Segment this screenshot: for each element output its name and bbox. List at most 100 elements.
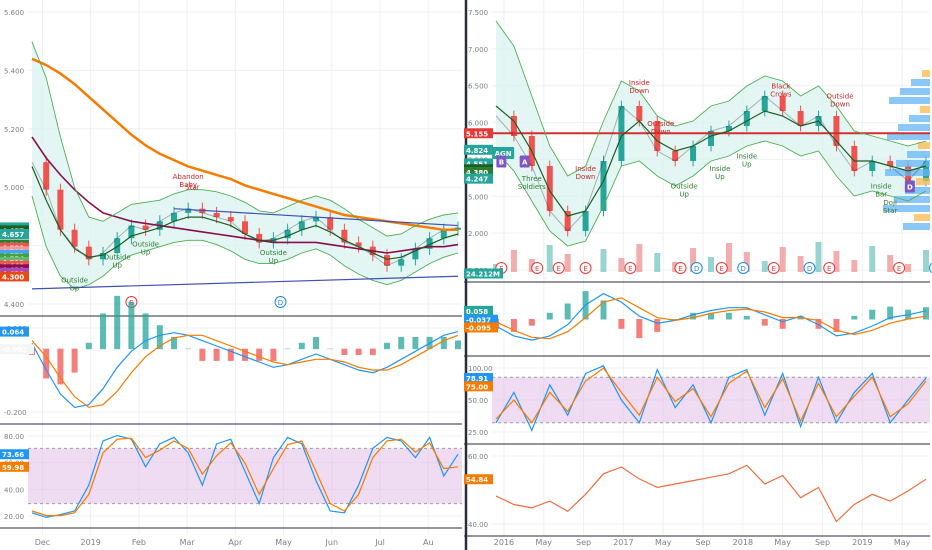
candle-body (440, 229, 447, 239)
earnings-event-marker (624, 262, 637, 274)
macd-histogram-bar (185, 348, 192, 350)
y-tick-label: 5.200 (4, 126, 24, 134)
macd-histogram-bar (725, 312, 732, 320)
candle-body (313, 217, 319, 222)
earnings-event-marker (552, 262, 565, 274)
x-tick-label: 2019 (852, 538, 872, 547)
earnings-event-marker (767, 262, 780, 274)
axis-value-tag-label: 59.98 (2, 464, 24, 472)
earnings-event-label: E (556, 265, 560, 273)
x-tick-label: Mar (180, 538, 196, 547)
earnings-event-label: E (583, 265, 587, 273)
trendline (31, 275, 459, 290)
axis-value-tag (464, 144, 493, 155)
axis-value-tag (0, 229, 29, 239)
candle-body (654, 121, 661, 151)
macd-histogram-bar (284, 348, 291, 350)
earnings-event-marker (893, 262, 906, 274)
series-line-close (495, 95, 927, 232)
volume-profile-bar (914, 214, 930, 221)
axis-value-tag (464, 373, 493, 384)
price-pane: 7.5007.0006.5006.0005.5005.0002.0002.500… (464, 9, 932, 283)
pattern-label: Abandon (173, 173, 204, 181)
axis-value-tag-label: -0.095 (466, 324, 491, 332)
volume-bar (779, 247, 786, 272)
x-tick-label: May (774, 538, 791, 547)
y-tick-label: 5.600 (4, 9, 24, 17)
macd-histogram-bar (156, 325, 163, 350)
candle-body (690, 146, 697, 161)
series-line-d (495, 367, 927, 424)
series-line-signal (495, 297, 927, 340)
pattern-label: Soldiers (518, 183, 546, 191)
candle-body (384, 255, 390, 266)
axis-value-tag-label: 4.300 (2, 273, 24, 281)
candle-body (256, 234, 263, 243)
axis-value-tag (0, 461, 29, 472)
y-tick-label: 40.00 (468, 521, 488, 529)
pattern-label: Crows (770, 91, 792, 99)
macd-histogram-bar (270, 348, 277, 361)
pattern-label: Up (715, 173, 725, 181)
axis-value-tag-label: 73.66 (2, 451, 24, 459)
macd-histogram-bar (171, 336, 177, 350)
macd-histogram-bar (440, 336, 447, 350)
volume-profile-bar (916, 178, 930, 185)
pattern-badge (496, 155, 507, 168)
axis-value-tag (0, 344, 34, 355)
macd-histogram-bar (242, 348, 248, 361)
pattern-badge-label: AGN (495, 150, 512, 158)
macd-histogram-bar (654, 319, 661, 332)
pattern-label: Inside (871, 183, 892, 191)
candle-body (510, 116, 517, 136)
volume-bar (546, 245, 553, 272)
candle-body (185, 208, 192, 213)
candle-body (284, 229, 291, 239)
earnings-event-marker (579, 262, 592, 274)
candle-body (797, 111, 804, 126)
volume-bar (690, 248, 697, 272)
pattern-label: Outside (104, 253, 131, 261)
pattern-label: Up (70, 285, 80, 293)
pattern-label: Up (679, 191, 689, 199)
dividend-event-marker (274, 296, 287, 308)
macd-histogram-bar (412, 336, 419, 350)
dividend-event-marker (928, 262, 932, 274)
trendline (173, 208, 459, 227)
pattern-label: Black (771, 83, 791, 91)
pattern-label: Outside (826, 93, 853, 101)
candle-body (171, 212, 177, 222)
y-tick-label: 6.000 (468, 120, 488, 128)
pattern-label: Doji (883, 199, 897, 207)
volume-bar (636, 244, 643, 272)
x-tick-label: Sep (576, 538, 591, 547)
pattern-label: Outside (647, 120, 674, 128)
price-pane: 5.6005.4005.2005.0004.8004.400OutsideUpO… (0, 9, 462, 317)
x-tick-label: May (535, 538, 552, 547)
volume-bar (654, 253, 661, 272)
axis-value-tag (464, 474, 493, 485)
candle-body (114, 238, 121, 253)
dividend-event-label: D (694, 265, 699, 273)
macd-histogram-bar (546, 312, 553, 320)
y-tick-label: 50.00 (468, 397, 488, 405)
axis-value-tag-label: -0.037 (466, 317, 491, 325)
volume-profile-bar (889, 97, 930, 104)
macd-histogram-bar (869, 309, 876, 320)
macd-histogram-bar (85, 342, 92, 350)
macd-histogram-bar (341, 348, 348, 356)
x-tick-label: Sep (695, 538, 710, 547)
x-tick-label: Au (423, 538, 434, 547)
macd-histogram-bar (71, 348, 78, 373)
pattern-label: Inside (575, 165, 596, 173)
candle-body (57, 189, 64, 230)
axis-value-tag (464, 128, 493, 139)
candle-body (242, 221, 248, 234)
macd-histogram-bar (369, 348, 376, 356)
macd-histogram-bar (100, 313, 106, 350)
volume-profile-bar (887, 133, 930, 140)
candle-body (213, 212, 220, 218)
macd-histogram-bar (142, 313, 149, 350)
